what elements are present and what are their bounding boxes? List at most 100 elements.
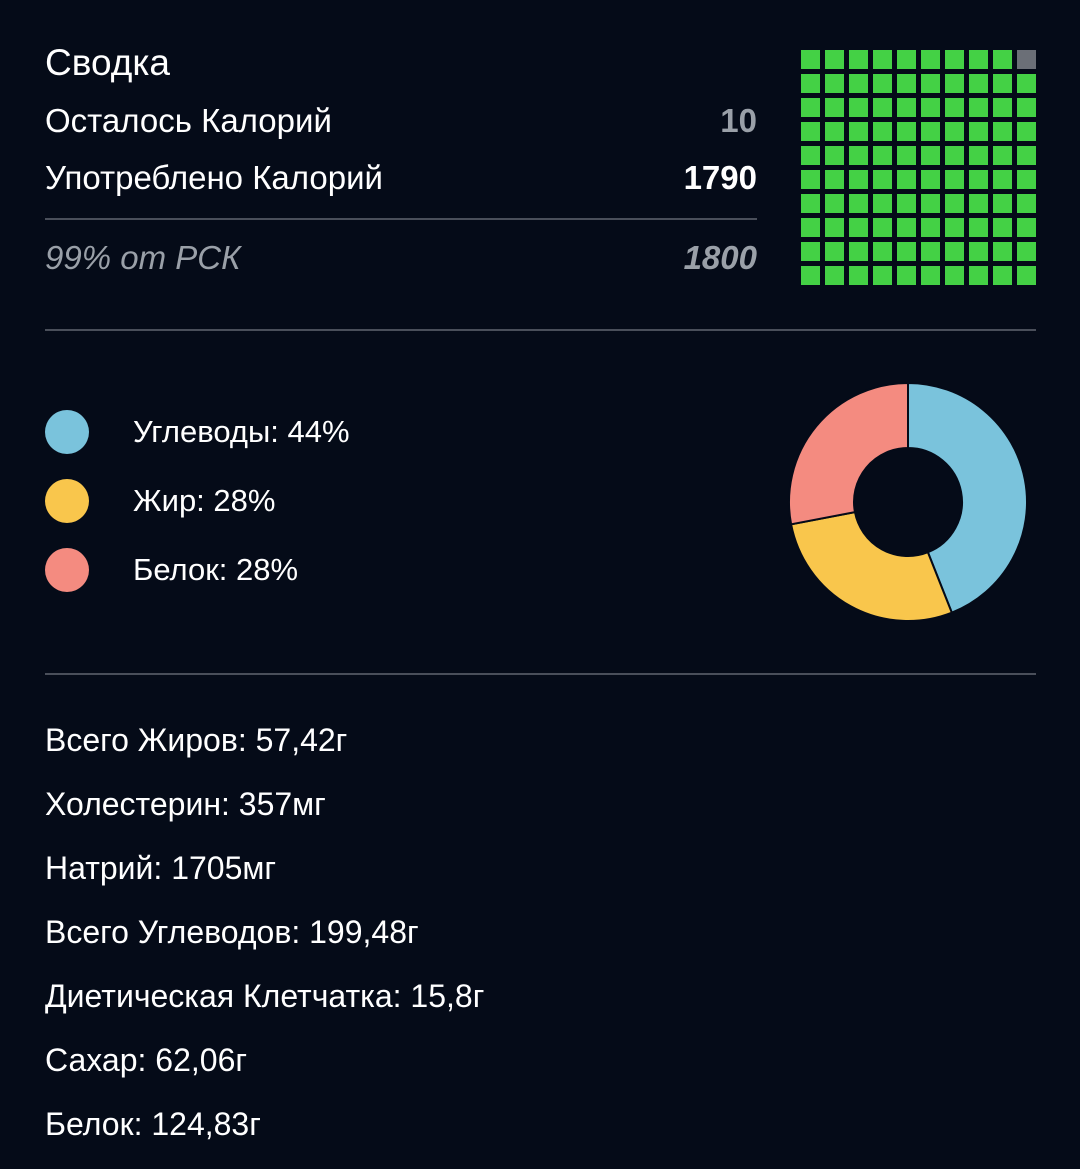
grid-cell-filled bbox=[849, 266, 868, 285]
macro-donut-chart bbox=[788, 382, 1028, 622]
grid-cell-filled bbox=[897, 242, 916, 261]
grid-cell-filled bbox=[993, 266, 1012, 285]
grid-cell-filled bbox=[945, 50, 964, 69]
grid-cell-filled bbox=[897, 146, 916, 165]
calories-consumed-value: 1790 bbox=[683, 159, 757, 196]
grid-cell-filled bbox=[945, 74, 964, 93]
grid-cell-filled bbox=[1017, 170, 1036, 189]
legend-color-dot bbox=[45, 548, 89, 592]
grid-cell-filled bbox=[969, 98, 988, 117]
donut-slice-3 bbox=[788, 382, 909, 526]
donut-slice-2 bbox=[789, 510, 954, 622]
grid-cell-filled bbox=[825, 266, 844, 285]
rsk-row: 99% от РСК 1800 bbox=[45, 236, 757, 280]
grid-cell-filled bbox=[801, 194, 820, 213]
grid-cell-filled bbox=[993, 98, 1012, 117]
grid-cell-filled bbox=[801, 218, 820, 237]
grid-cell-filled bbox=[921, 266, 940, 285]
calories-remaining-row: Осталось Калорий 10 bbox=[45, 99, 757, 143]
grid-cell-filled bbox=[849, 242, 868, 261]
grid-cell-filled bbox=[945, 266, 964, 285]
grid-cell-filled bbox=[921, 194, 940, 213]
grid-cell-filled bbox=[897, 122, 916, 141]
grid-cell-filled bbox=[801, 74, 820, 93]
donut-slice-1 bbox=[907, 382, 1028, 614]
summary-title: Сводка bbox=[45, 42, 170, 83]
legend-item: Жир: 28% bbox=[45, 479, 275, 523]
grid-cell-filled bbox=[897, 98, 916, 117]
grid-cell-filled bbox=[849, 170, 868, 189]
grid-cell-filled bbox=[945, 194, 964, 213]
grid-cell-filled bbox=[1017, 98, 1036, 117]
grid-cell-filled bbox=[993, 242, 1012, 261]
grid-cell-filled bbox=[849, 74, 868, 93]
legend-label: Углеводы: 44% bbox=[133, 414, 350, 449]
grid-cell-filled bbox=[825, 50, 844, 69]
grid-cell-filled bbox=[993, 146, 1012, 165]
summary-divider bbox=[45, 218, 757, 220]
calories-remaining-value: 10 bbox=[720, 102, 757, 139]
grid-cell-filled bbox=[969, 50, 988, 69]
grid-cell-filled bbox=[921, 242, 940, 261]
grid-cell-filled bbox=[993, 218, 1012, 237]
grid-cell-filled bbox=[897, 218, 916, 237]
grid-cell-filled bbox=[873, 218, 892, 237]
legend-label: Жир: 28% bbox=[133, 483, 276, 518]
grid-cell-filled bbox=[849, 218, 868, 237]
rsk-percent-label: 99% от РСК bbox=[45, 239, 241, 276]
grid-cell-filled bbox=[993, 194, 1012, 213]
grid-cell-filled bbox=[897, 194, 916, 213]
grid-cell-filled bbox=[993, 50, 1012, 69]
grid-cell-filled bbox=[873, 170, 892, 189]
grid-cell-filled bbox=[825, 122, 844, 141]
grid-cell-filled bbox=[825, 146, 844, 165]
grid-cell-filled bbox=[873, 98, 892, 117]
grid-cell-filled bbox=[969, 242, 988, 261]
nutrient-item: Всего Углеводов: 199,48г bbox=[45, 914, 419, 950]
grid-cell-filled bbox=[1017, 242, 1036, 261]
grid-cell-filled bbox=[993, 74, 1012, 93]
grid-cell-filled bbox=[897, 74, 916, 93]
grid-cell-filled bbox=[1017, 266, 1036, 285]
grid-cell-filled bbox=[921, 170, 940, 189]
calories-consumed-row: Употреблено Калорий 1790 bbox=[45, 156, 757, 200]
grid-cell-filled bbox=[801, 122, 820, 141]
section-divider-bottom bbox=[45, 673, 1036, 675]
grid-cell-filled bbox=[1017, 122, 1036, 141]
grid-cell-filled bbox=[1017, 74, 1036, 93]
grid-cell-filled bbox=[969, 218, 988, 237]
grid-cell-filled bbox=[921, 146, 940, 165]
grid-cell-filled bbox=[921, 122, 940, 141]
grid-cell-filled bbox=[873, 146, 892, 165]
grid-cell-filled bbox=[801, 146, 820, 165]
grid-cell-filled bbox=[873, 194, 892, 213]
grid-cell-filled bbox=[921, 74, 940, 93]
grid-cell-filled bbox=[945, 146, 964, 165]
nutrient-item: Всего Жиров: 57,42г bbox=[45, 722, 348, 758]
grid-cell-filled bbox=[801, 98, 820, 117]
grid-cell-filled bbox=[921, 50, 940, 69]
grid-cell-filled bbox=[945, 242, 964, 261]
grid-cell-filled bbox=[801, 50, 820, 69]
grid-cell-filled bbox=[1017, 194, 1036, 213]
nutrient-item: Сахар: 62,06г bbox=[45, 1042, 248, 1078]
calorie-progress-grid bbox=[801, 50, 1037, 286]
grid-cell-filled bbox=[921, 98, 940, 117]
grid-cell-filled bbox=[825, 242, 844, 261]
grid-cell-filled bbox=[1017, 218, 1036, 237]
grid-cell-filled bbox=[969, 146, 988, 165]
grid-cell-filled bbox=[873, 122, 892, 141]
grid-cell-filled bbox=[849, 146, 868, 165]
grid-cell-filled bbox=[825, 74, 844, 93]
grid-cell-filled bbox=[873, 242, 892, 261]
grid-cell-filled bbox=[801, 266, 820, 285]
grid-cell-filled bbox=[993, 122, 1012, 141]
grid-cell-empty bbox=[1017, 50, 1036, 69]
grid-cell-filled bbox=[897, 266, 916, 285]
grid-cell-filled bbox=[969, 74, 988, 93]
grid-cell-filled bbox=[969, 194, 988, 213]
nutrient-item: Белок: 124,83г bbox=[45, 1106, 261, 1142]
nutrient-item: Натрий: 1705мг bbox=[45, 850, 277, 886]
grid-cell-filled bbox=[1017, 146, 1036, 165]
